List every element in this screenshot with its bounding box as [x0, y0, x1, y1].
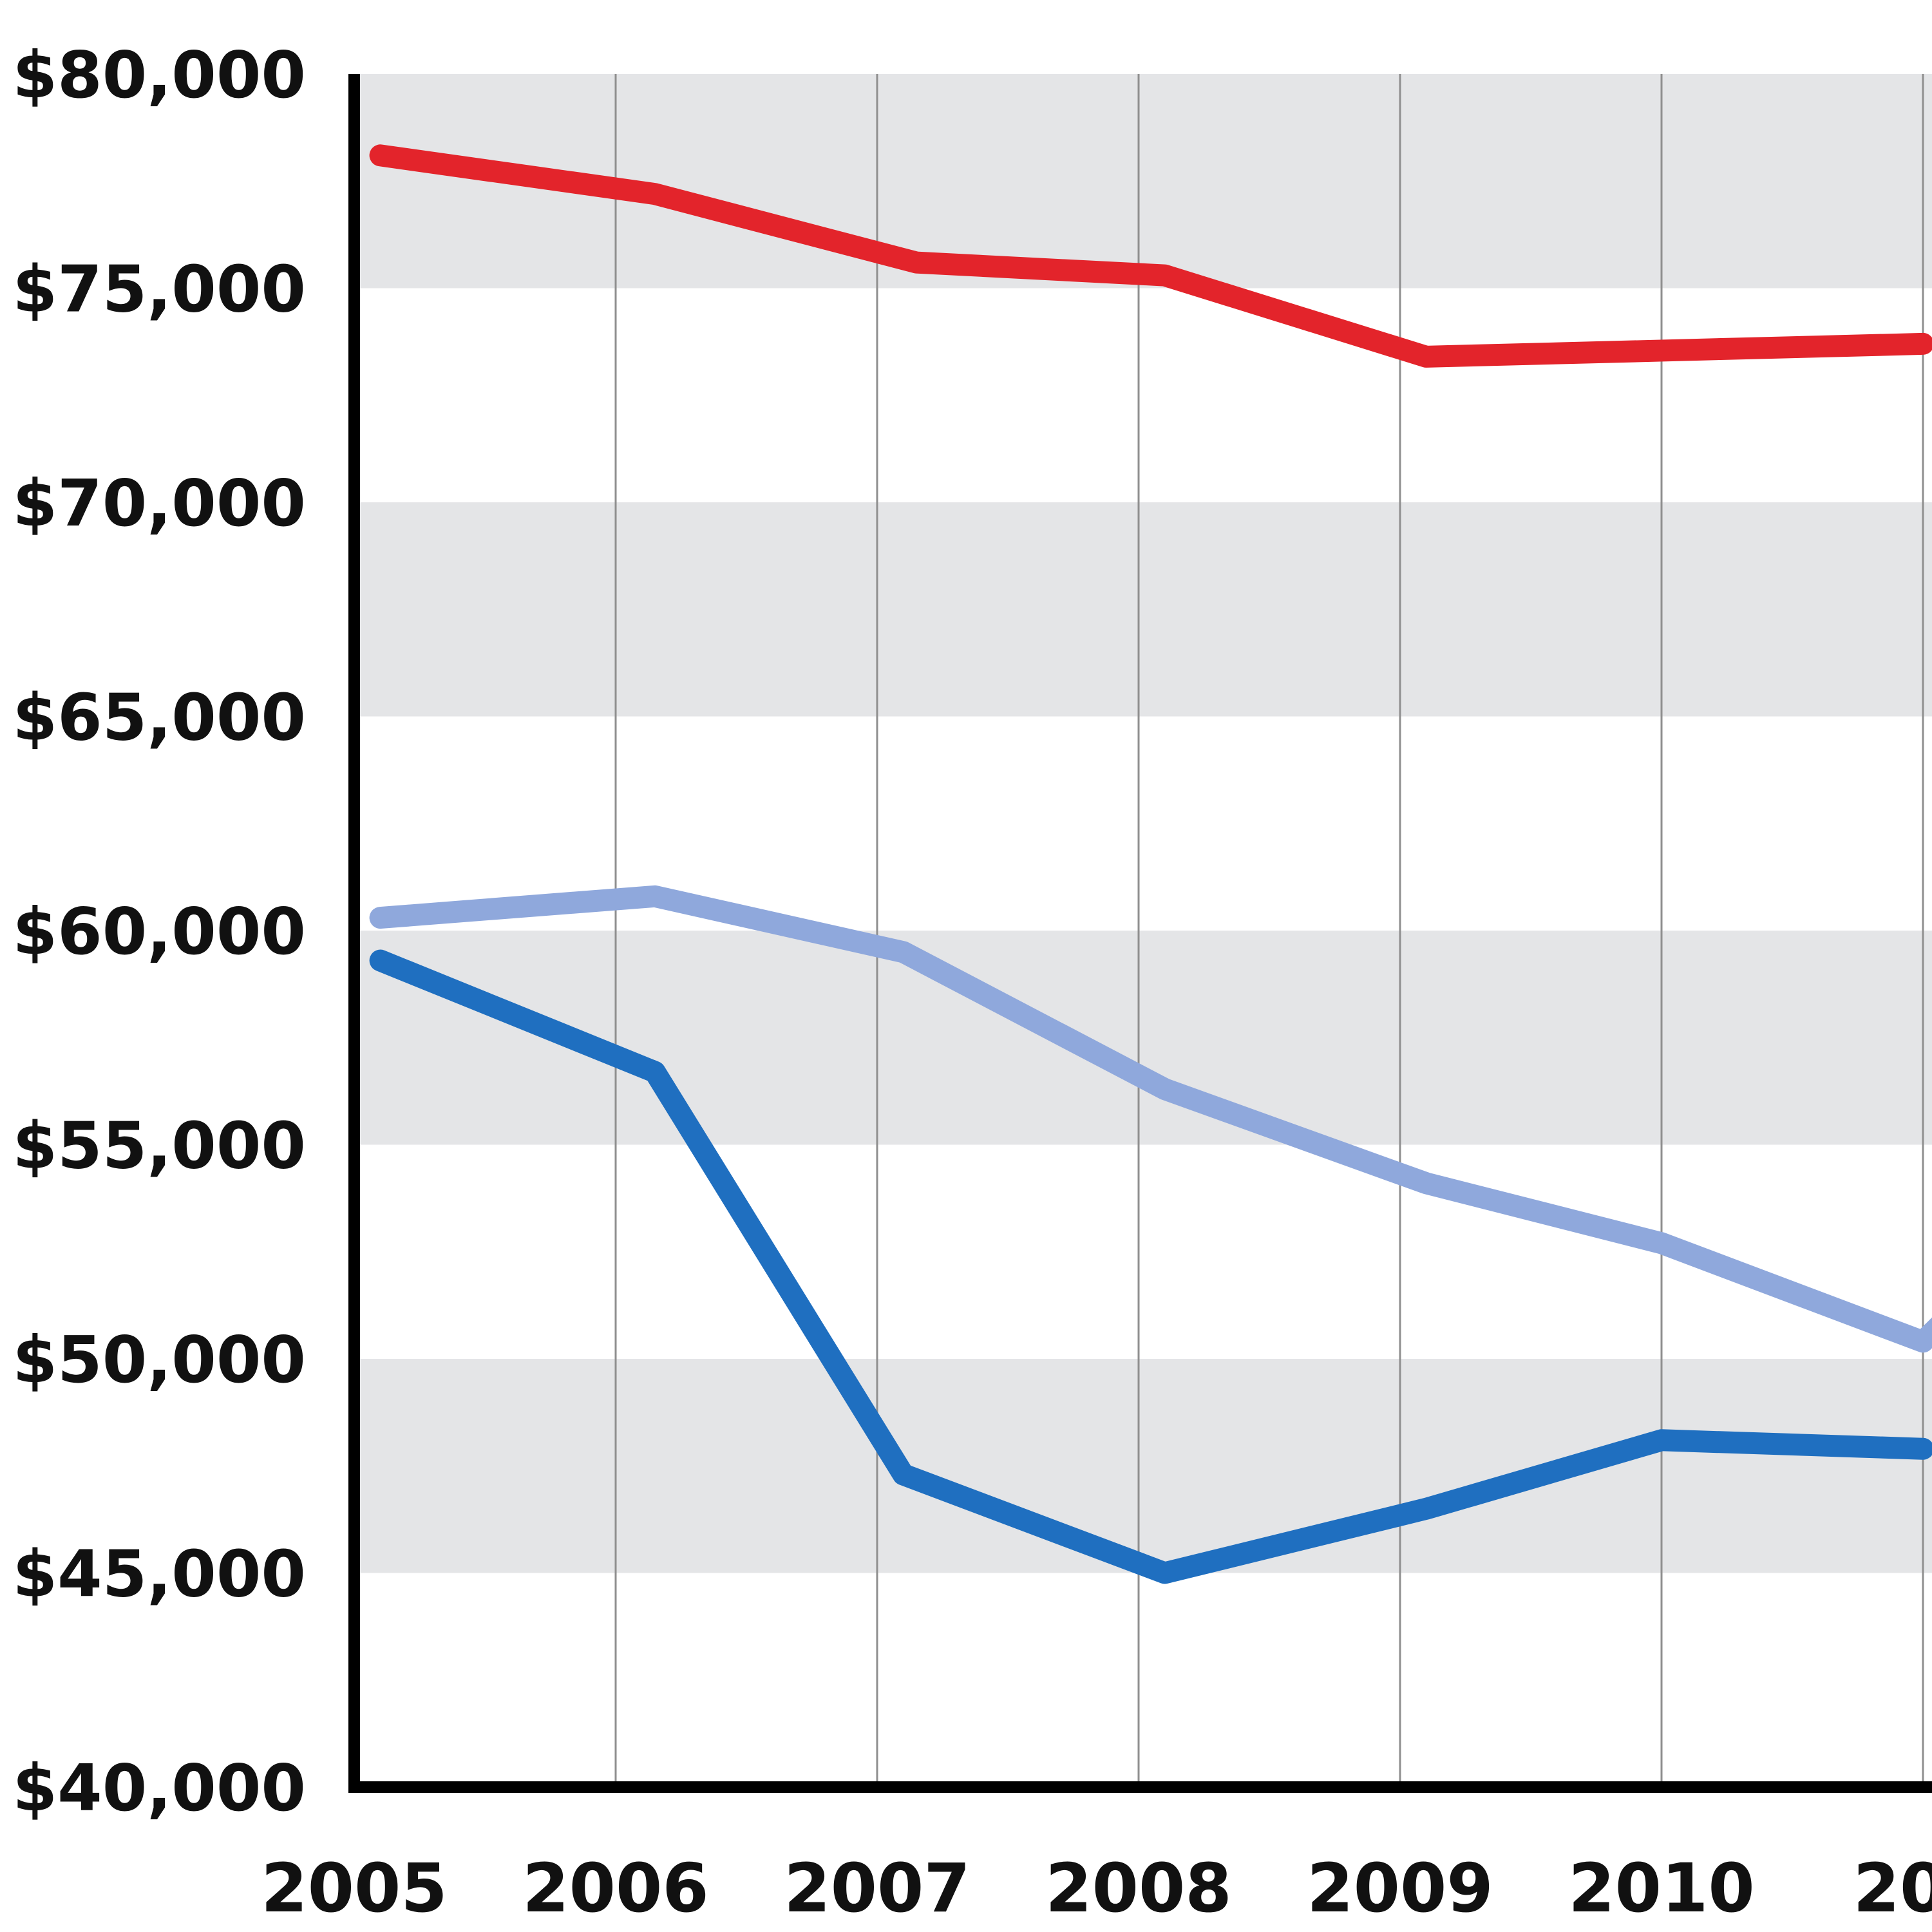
y-tick-label: $45,000 — [13, 1537, 306, 1612]
x-tick-label: 2008 — [1045, 1849, 1231, 1927]
axes — [348, 74, 1932, 1793]
x-tick-label: 2007 — [784, 1849, 970, 1927]
series-line-1 — [369, 144, 1932, 368]
y-tick-label: $70,000 — [13, 466, 306, 541]
y-tick-label: $65,000 — [13, 680, 306, 755]
x-axis-tick-labels: 2005 2006 2007 2008 2009 2010 201 — [261, 1849, 1932, 1927]
series-line-3 — [369, 949, 1932, 1584]
y-tick-label: $55,000 — [13, 1108, 306, 1184]
x-tick-label: 2009 — [1307, 1849, 1493, 1927]
grid-band — [354, 1359, 1932, 1573]
background-bands — [354, 74, 1932, 1573]
y-tick-label: $75,000 — [13, 252, 306, 327]
x-tick-label: 201 — [1853, 1849, 1932, 1927]
x-tick-label: 2010 — [1568, 1849, 1754, 1927]
series-line-2 — [369, 885, 1932, 1353]
y-tick-label: $60,000 — [13, 894, 306, 969]
grid-band — [354, 931, 1932, 1145]
series-lines — [369, 144, 1932, 1584]
x-tick-label: 2005 — [261, 1849, 447, 1927]
grid-band — [354, 502, 1932, 717]
x-tick-label: 2006 — [522, 1849, 708, 1927]
y-axis-tick-labels: $80,000 $75,000 $70,000 $65,000 $60,000 $55,0… — [13, 37, 306, 1826]
y-tick-label: $40,000 — [13, 1750, 306, 1826]
y-tick-label: $50,000 — [13, 1322, 306, 1397]
y-tick-label: $80,000 — [13, 37, 306, 113]
